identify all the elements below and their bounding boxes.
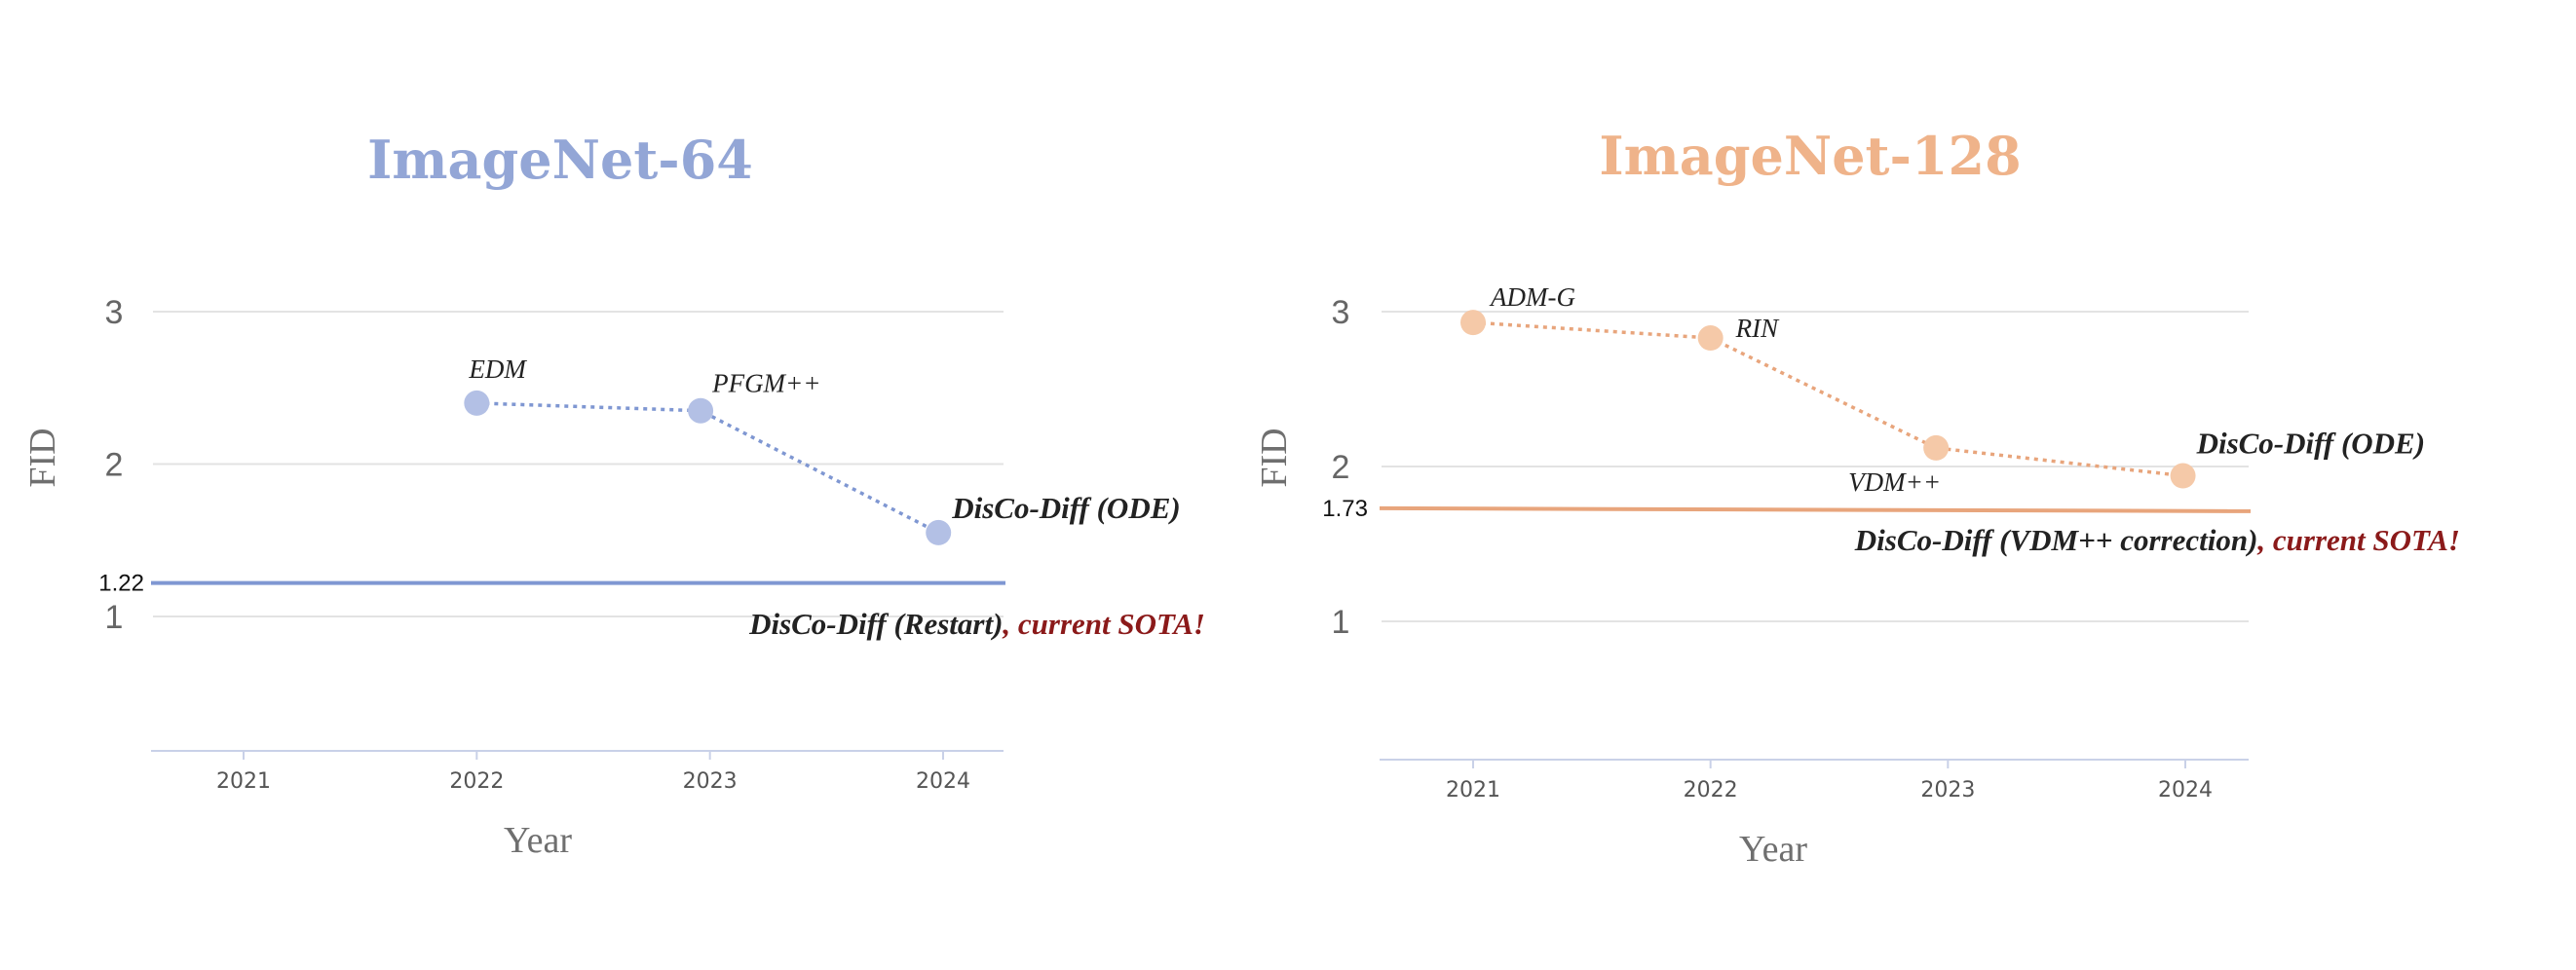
trend-line [476,401,940,535]
sota-method-label: DisCo-Diff (VDM++ correction) [1854,523,2258,557]
data-point [2170,463,2196,489]
x-tick-label: 2022 [1684,778,1738,802]
sota-reference-line [1379,505,2252,513]
sota-method-label: DisCo-Diff (Restart) [748,607,1003,641]
data-point [926,519,952,545]
y-tick-label: 2 [1332,449,1350,486]
y-axis-label: FID [1254,428,1295,487]
data-point [1697,325,1724,352]
y-tick-label: 1 [1332,604,1350,641]
x-tick-label: 2021 [216,769,271,794]
point-label: PFGM++ [711,369,820,398]
chart-panel-imagenet-128: ImageNet-128 1 2 3 2021 2022 2023 2024 1.73 A… [1254,125,2460,870]
point-label: ADM-G [1489,282,1575,312]
point-label: DisCo-Diff (ODE) [2196,427,2426,461]
data-point [688,397,714,424]
trend-line [1472,320,2183,478]
point-label: DisCo-Diff (ODE) [951,491,1181,525]
sota-annotation: DisCo-Diff (VDM++ correction), current S… [1854,523,2460,557]
y-tick-label: 3 [1332,294,1350,331]
chart-panel-imagenet-64: ImageNet-64 1 2 3 2021 2022 2023 2024 1.22 ED… [22,129,1205,861]
reference-value-label: 1.22 [98,571,144,597]
data-point [1460,310,1486,336]
point-label: EDM [468,354,527,384]
y-tick-label: 2 [105,447,124,484]
y-tick-label: 1 [105,599,124,636]
sota-annotation: DisCo-Diff (Restart), current SOTA! [748,607,1205,641]
y-tick-label: 3 [105,294,124,331]
x-tick-label: 2023 [1920,778,1975,802]
data-point [1923,434,1950,461]
x-tick-label: 2021 [1446,778,1500,802]
reference-value-label: 1.73 [1322,496,1368,522]
chart-title: ImageNet-64 [367,129,753,191]
current-sota-label: , current SOTA! [1002,607,1205,641]
data-point [464,390,490,416]
current-sota-label: , current SOTA! [2256,523,2460,557]
x-tick-label: 2022 [449,769,504,794]
x-tick-label: 2024 [2158,778,2213,802]
x-axis-label: Year [504,820,572,861]
chart-title: ImageNet-128 [1599,125,2021,187]
y-axis-label: FID [22,428,63,487]
x-axis-label: Year [1739,829,1807,870]
point-label: RIN [1735,314,1780,343]
x-tick-label: 2024 [916,769,970,794]
x-tick-label: 2023 [683,769,738,794]
point-label: VDM++ [1848,467,1941,497]
